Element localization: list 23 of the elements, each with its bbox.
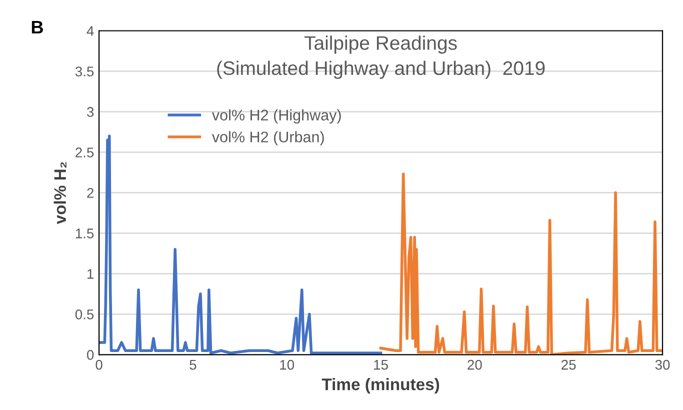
legend-label: vol% H2 (Urban) bbox=[212, 131, 324, 146]
x-tick-label: 0 bbox=[96, 360, 102, 370]
y-tick-label: 2.5 bbox=[76, 148, 94, 158]
x-tick-label: 25 bbox=[562, 360, 576, 370]
line-series bbox=[379, 172, 663, 355]
x-tick-label: 20 bbox=[468, 360, 482, 370]
x-tick-label: 10 bbox=[280, 360, 294, 370]
y-tick-label: 1.5 bbox=[76, 228, 94, 238]
y-tick-label: 3.5 bbox=[75, 66, 94, 76]
y-tick-label: 4 bbox=[86, 26, 94, 36]
y-tick-label: 0 bbox=[86, 350, 94, 360]
legend-label: vol% H2 (Highway) bbox=[212, 109, 341, 124]
y-tick-label: 2 bbox=[87, 188, 94, 198]
x-tick-label: 30 bbox=[655, 360, 670, 370]
text: B bbox=[32, 20, 43, 34]
y-tick-label: 0.5 bbox=[75, 309, 94, 320]
x-axis-title: Time (minutes) bbox=[322, 378, 440, 394]
x-tick-label: 5 bbox=[190, 360, 196, 370]
x-tick-label: 15 bbox=[374, 360, 388, 370]
y-tick-label: 1 bbox=[88, 269, 94, 279]
y-axis-title: vol% H₂ bbox=[54, 162, 66, 224]
y-tick-label: 3 bbox=[86, 107, 94, 117]
text: Tailpipe Readings (Simulated Highway and Urban) 2019 bbox=[217, 36, 545, 79]
